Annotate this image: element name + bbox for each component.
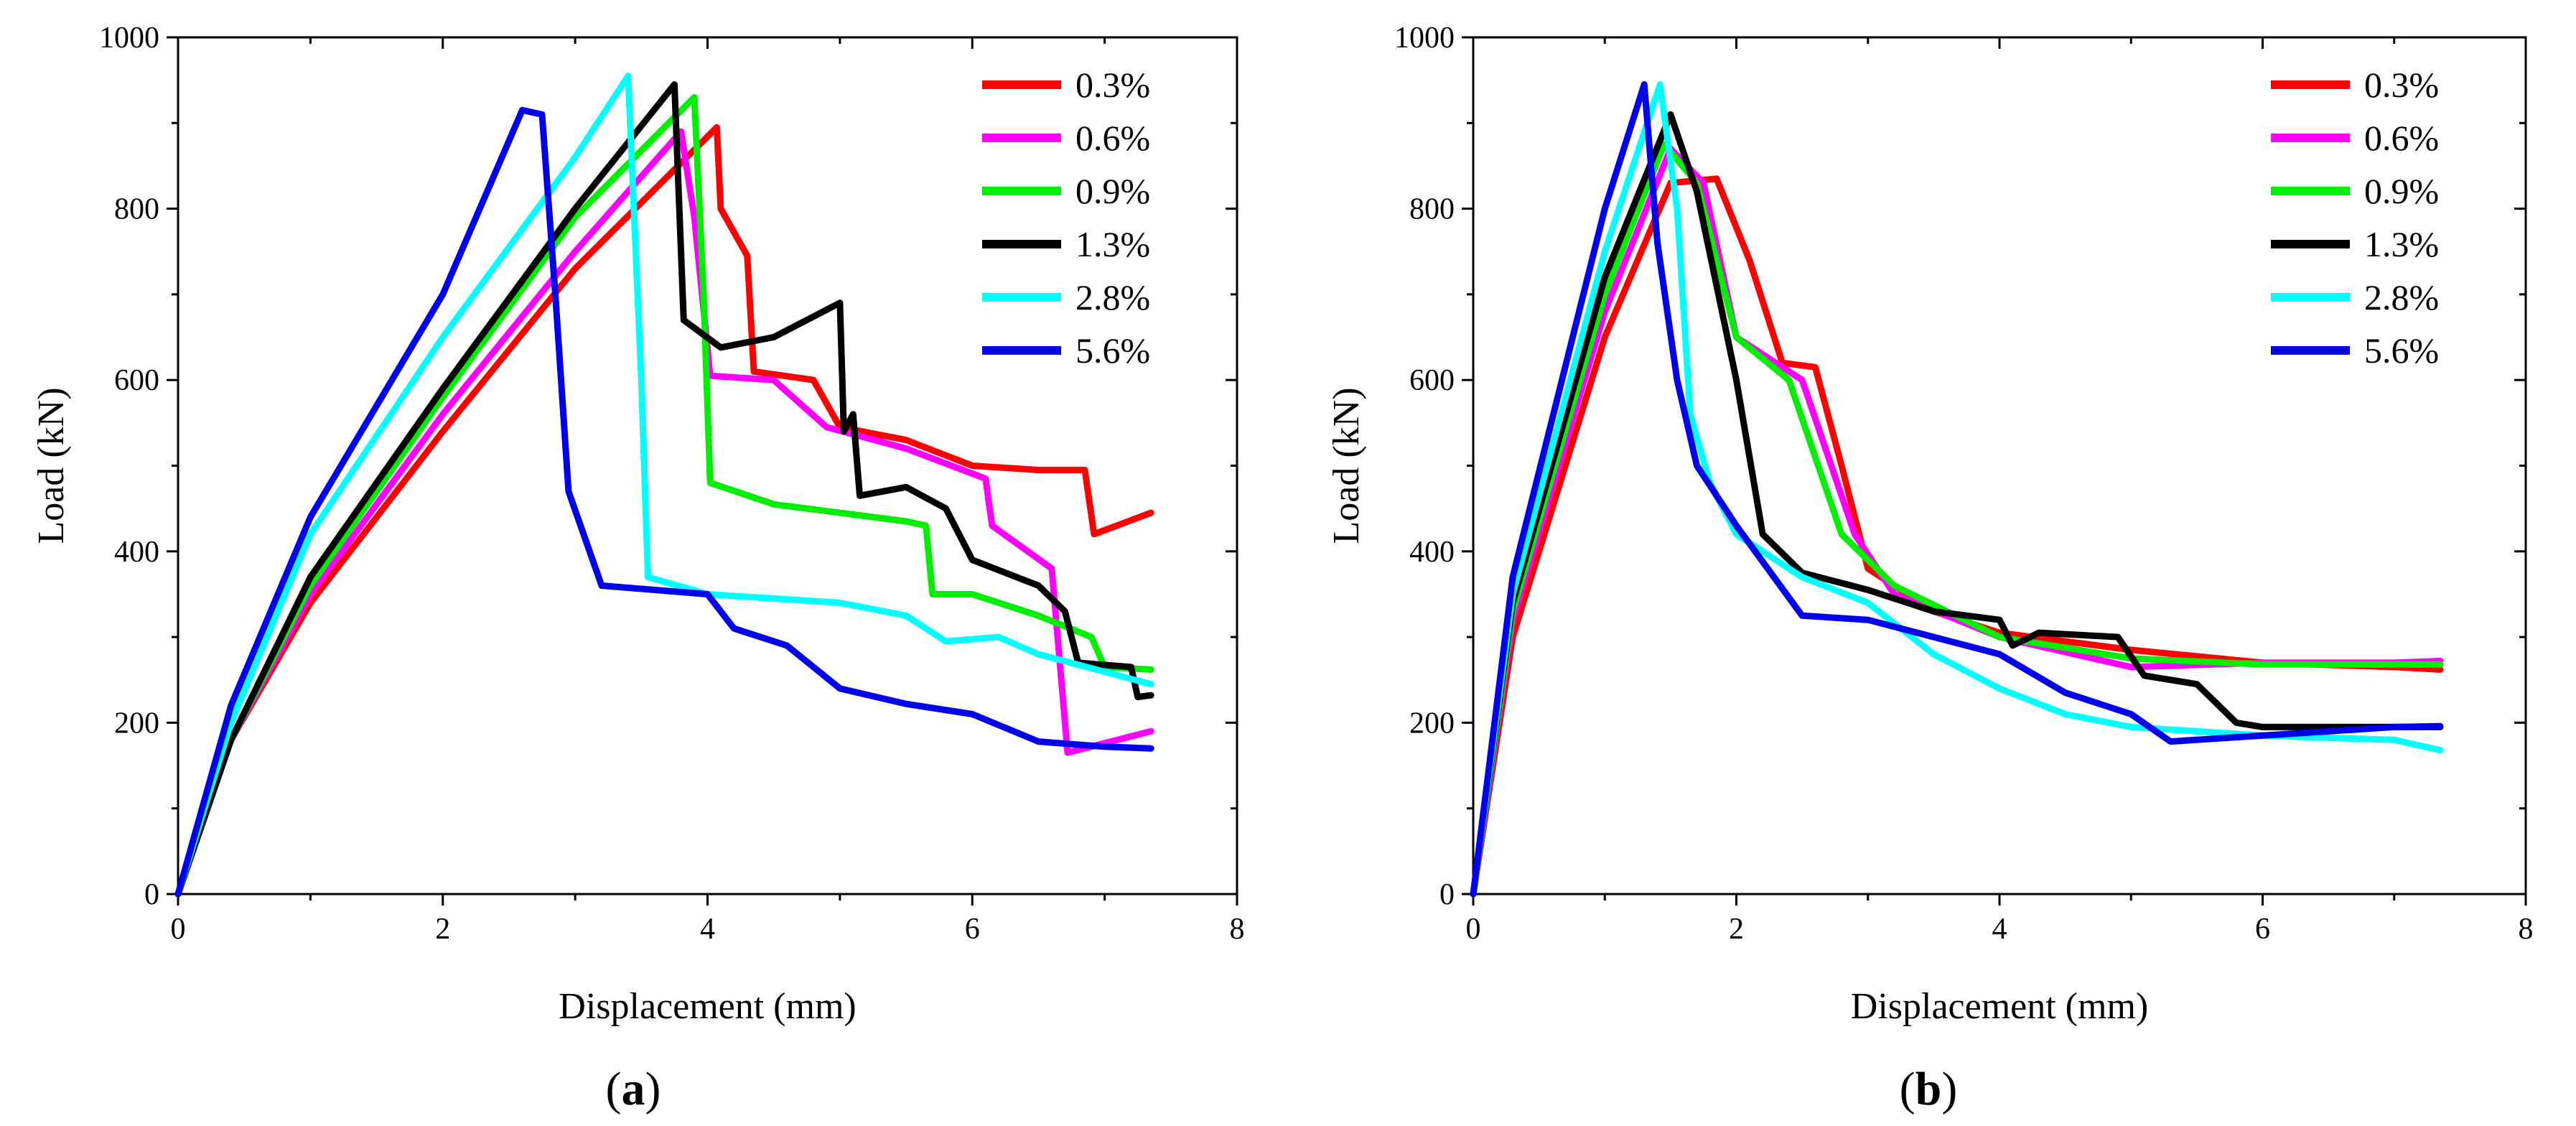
- y-axis-title: Load (kN): [31, 387, 72, 544]
- series-line-0.3%: [1470, 175, 2444, 898]
- y-tick-label: 1000: [1394, 22, 1455, 55]
- series-line-5.6%: [1470, 81, 2444, 898]
- y-tick-label: 400: [114, 536, 159, 569]
- y-tick-label: 0: [1439, 878, 1455, 911]
- x-tick-label: 8: [2519, 913, 2534, 946]
- x-tick-label: 8: [1230, 913, 1245, 946]
- panel-label: (b): [1900, 1063, 1958, 1115]
- legend-label: 0.3%: [2364, 65, 2439, 105]
- series-line-5.6%: [174, 106, 1154, 898]
- series-line-0.3%: [174, 124, 1154, 898]
- x-tick-label: 6: [965, 913, 980, 946]
- series-line-0.9%: [1470, 141, 2444, 898]
- series-line-1.3%: [174, 81, 1154, 898]
- x-axis-title: Displacement (mm): [1851, 986, 2148, 1027]
- legend-label: 1.3%: [1075, 224, 1150, 264]
- legend-label: 2.8%: [1075, 277, 1150, 317]
- y-tick-label: 200: [1409, 707, 1455, 740]
- y-tick-label: 200: [114, 707, 159, 740]
- y-tick-label: 0: [144, 878, 159, 911]
- legend-label: 0.6%: [2364, 118, 2439, 158]
- x-tick-label: 0: [171, 913, 186, 946]
- legend-label: 0.3%: [1075, 65, 1150, 105]
- legend-label: 0.9%: [1075, 171, 1150, 211]
- legend-label: 0.6%: [1075, 118, 1150, 158]
- x-axis-title: Displacement (mm): [559, 986, 856, 1027]
- legend-label: 0.9%: [2364, 171, 2439, 211]
- x-tick-label: 2: [435, 913, 450, 946]
- x-tick-label: 0: [1466, 913, 1481, 946]
- y-tick-label: 400: [1409, 536, 1455, 569]
- legend-label: 5.6%: [1075, 330, 1150, 371]
- y-tick-label: 600: [1409, 364, 1455, 397]
- series-line-2.8%: [1470, 81, 2444, 898]
- series-line-1.3%: [1470, 111, 2444, 898]
- x-tick-label: 4: [700, 913, 715, 946]
- y-tick-label: 600: [114, 364, 159, 397]
- y-tick-label: 1000: [99, 22, 159, 55]
- chart-panel-a: 0 2 4 6 8 0 200 400 600 800 1000 Displacement (mm) L…: [31, 22, 1245, 1115]
- legend-label: 5.6%: [2364, 330, 2439, 371]
- y-tick-label: 800: [114, 193, 159, 226]
- series-line-0.6%: [174, 128, 1154, 898]
- series-line-0.9%: [174, 94, 1154, 898]
- x-tick-label: 2: [1729, 913, 1744, 946]
- y-tick-label: 800: [1409, 193, 1455, 226]
- panel-label: (a): [606, 1063, 661, 1115]
- chart-panel-b: 0 2 4 6 8 0 200 400 600 800 1000 Displacement (mm) L…: [1326, 22, 2534, 1115]
- series-line-2.8%: [174, 73, 1154, 898]
- y-axis-title: Load (kN): [1326, 387, 1367, 544]
- x-tick-label: 6: [2255, 913, 2270, 946]
- legend-label: 1.3%: [2364, 224, 2439, 264]
- legend-label: 2.8%: [2364, 277, 2439, 317]
- x-tick-label: 4: [1992, 913, 2007, 946]
